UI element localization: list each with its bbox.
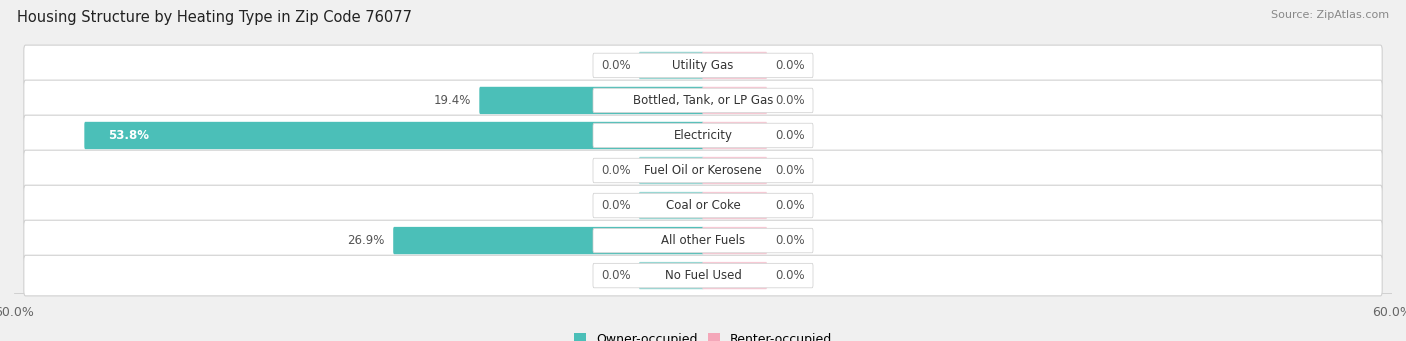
Text: 0.0%: 0.0% (775, 269, 806, 282)
FancyBboxPatch shape (24, 255, 1382, 296)
FancyBboxPatch shape (638, 157, 704, 184)
FancyBboxPatch shape (24, 185, 1382, 226)
Text: Fuel Oil or Kerosene: Fuel Oil or Kerosene (644, 164, 762, 177)
FancyBboxPatch shape (24, 150, 1382, 191)
Text: 26.9%: 26.9% (347, 234, 385, 247)
FancyBboxPatch shape (702, 157, 768, 184)
Text: Bottled, Tank, or LP Gas: Bottled, Tank, or LP Gas (633, 94, 773, 107)
FancyBboxPatch shape (24, 220, 1382, 261)
FancyBboxPatch shape (702, 122, 768, 149)
FancyBboxPatch shape (593, 193, 813, 218)
FancyBboxPatch shape (702, 87, 768, 114)
Text: 0.0%: 0.0% (600, 59, 631, 72)
Text: Coal or Coke: Coal or Coke (665, 199, 741, 212)
Text: 0.0%: 0.0% (775, 199, 806, 212)
FancyBboxPatch shape (702, 52, 768, 79)
Text: 0.0%: 0.0% (600, 269, 631, 282)
FancyBboxPatch shape (593, 88, 813, 113)
FancyBboxPatch shape (24, 80, 1382, 121)
FancyBboxPatch shape (593, 228, 813, 253)
FancyBboxPatch shape (84, 122, 704, 149)
Text: 0.0%: 0.0% (775, 234, 806, 247)
FancyBboxPatch shape (593, 263, 813, 288)
Text: 53.8%: 53.8% (108, 129, 149, 142)
Text: 0.0%: 0.0% (600, 164, 631, 177)
FancyBboxPatch shape (593, 53, 813, 78)
FancyBboxPatch shape (702, 227, 768, 254)
FancyBboxPatch shape (593, 158, 813, 183)
Text: 0.0%: 0.0% (775, 94, 806, 107)
Legend: Owner-occupied, Renter-occupied: Owner-occupied, Renter-occupied (568, 328, 838, 341)
FancyBboxPatch shape (638, 262, 704, 289)
Text: 0.0%: 0.0% (775, 59, 806, 72)
Text: Source: ZipAtlas.com: Source: ZipAtlas.com (1271, 10, 1389, 20)
Text: No Fuel Used: No Fuel Used (665, 269, 741, 282)
Text: Housing Structure by Heating Type in Zip Code 76077: Housing Structure by Heating Type in Zip… (17, 10, 412, 25)
FancyBboxPatch shape (24, 45, 1382, 86)
FancyBboxPatch shape (24, 115, 1382, 156)
Text: Utility Gas: Utility Gas (672, 59, 734, 72)
FancyBboxPatch shape (638, 52, 704, 79)
FancyBboxPatch shape (593, 123, 813, 148)
FancyBboxPatch shape (394, 227, 704, 254)
Text: 19.4%: 19.4% (433, 94, 471, 107)
Text: All other Fuels: All other Fuels (661, 234, 745, 247)
FancyBboxPatch shape (638, 192, 704, 219)
Text: 0.0%: 0.0% (775, 164, 806, 177)
FancyBboxPatch shape (702, 192, 768, 219)
Text: 0.0%: 0.0% (775, 129, 806, 142)
Text: 0.0%: 0.0% (600, 199, 631, 212)
Text: Electricity: Electricity (673, 129, 733, 142)
FancyBboxPatch shape (479, 87, 704, 114)
FancyBboxPatch shape (702, 262, 768, 289)
